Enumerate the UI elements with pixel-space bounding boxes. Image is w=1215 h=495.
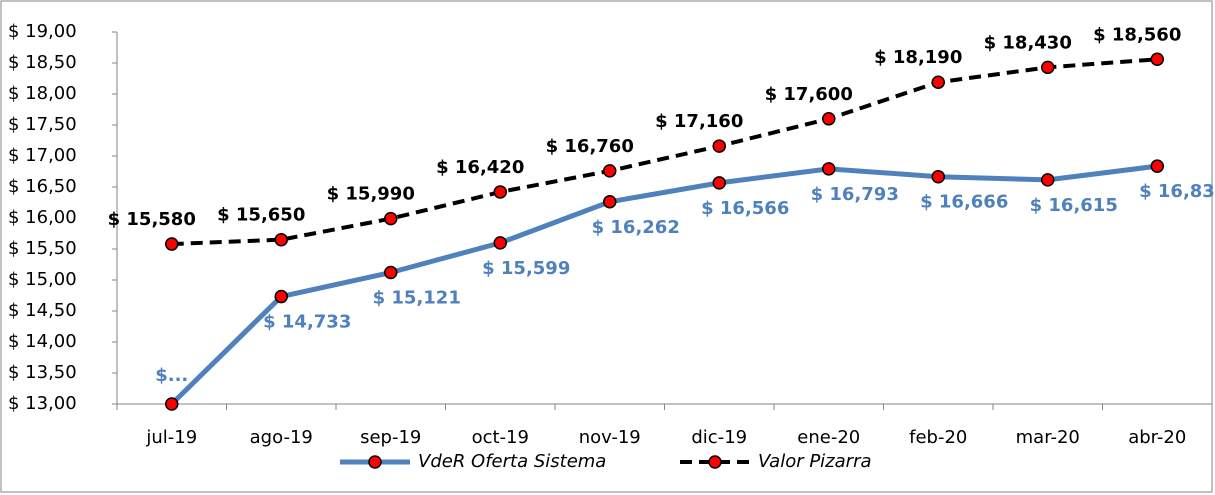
legend-marker [708, 455, 722, 469]
marker [274, 232, 288, 247]
y-tick-label: $ 18,50 [8, 52, 77, 73]
y-tick-label: $ 15,00 [8, 269, 77, 290]
y-tick-label: $ 16,50 [8, 176, 77, 197]
marker [165, 237, 179, 251]
y-tick-label: $ 13,50 [8, 362, 77, 383]
x-tick-label: nov-19 [579, 427, 641, 448]
data-label: $ 15,599 [482, 258, 570, 279]
y-tick-label: $ 19,00 [8, 21, 77, 42]
marker [822, 112, 836, 126]
x-tick-label: dic-19 [691, 427, 747, 448]
data-label: $ 16,420 [436, 157, 524, 178]
x-tick-label: sep-19 [360, 427, 421, 448]
data-label: $ 15,650 [217, 205, 305, 226]
y-tick-label: $ 14,00 [8, 331, 77, 352]
marker [384, 211, 398, 226]
legend-marker [368, 455, 382, 469]
data-label: $ 15,580 [108, 209, 196, 230]
data-label: $ 17,600 [765, 84, 853, 105]
series-line [169, 163, 1158, 406]
data-label: $ 16,615 [1030, 195, 1118, 216]
x-tick-label: oct-19 [472, 427, 529, 448]
x-tick-label: ene-20 [797, 427, 860, 448]
marker [165, 397, 179, 411]
marker [931, 169, 945, 184]
y-tick-label: $ 13,00 [8, 393, 77, 414]
legend-label: Valor Pizarra [758, 451, 872, 472]
marker [1150, 52, 1164, 67]
marker [1041, 60, 1055, 75]
y-tick-label: $ 16,00 [8, 207, 77, 228]
data-label: $ 15,121 [373, 287, 461, 308]
data-label: $ 16,262 [592, 217, 680, 238]
x-tick-label: mar-20 [1016, 427, 1080, 448]
marker [493, 236, 507, 250]
x-tick-label: feb-20 [909, 427, 967, 448]
data-label: $ 18,430 [984, 32, 1072, 53]
data-label: $ 16,666 [920, 192, 1008, 213]
legend-label: VdeR Oferta Sistema [418, 451, 606, 472]
y-tick-label: $ 14,50 [8, 300, 77, 321]
x-tick-label: jul-19 [145, 427, 197, 448]
marker [822, 162, 836, 176]
y-tick-label: $ 18,00 [8, 83, 77, 104]
marker [493, 185, 507, 199]
series-line [171, 57, 1158, 247]
data-label: $ 15,990 [327, 184, 415, 205]
y-tick-label: $ 15,50 [8, 238, 77, 259]
data-label: $ 18,190 [874, 47, 962, 68]
marker [1150, 159, 1164, 173]
y-tick-label: $ 17,00 [8, 145, 77, 166]
data-label: $ 18,560 [1093, 24, 1181, 45]
data-label: $ 16,793 [811, 184, 899, 205]
data-label: $... [155, 365, 188, 386]
marker [274, 289, 288, 304]
y-tick-label: $ 17,50 [8, 114, 77, 135]
marker [603, 164, 617, 178]
marker [712, 139, 726, 153]
x-tick-label: ago-19 [250, 427, 313, 448]
marker [603, 195, 617, 209]
marker [712, 176, 726, 190]
marker [931, 75, 945, 89]
data-label: $ 16,566 [701, 198, 789, 219]
marker [384, 265, 398, 280]
marker [1041, 173, 1055, 187]
data-label: $ 17,160 [655, 111, 743, 132]
data-label: $ 14,733 [263, 312, 351, 333]
data-label: $ 16,760 [546, 136, 634, 157]
data-label: $ 16,836 [1139, 181, 1215, 202]
x-tick-label: abr-20 [1128, 427, 1186, 448]
